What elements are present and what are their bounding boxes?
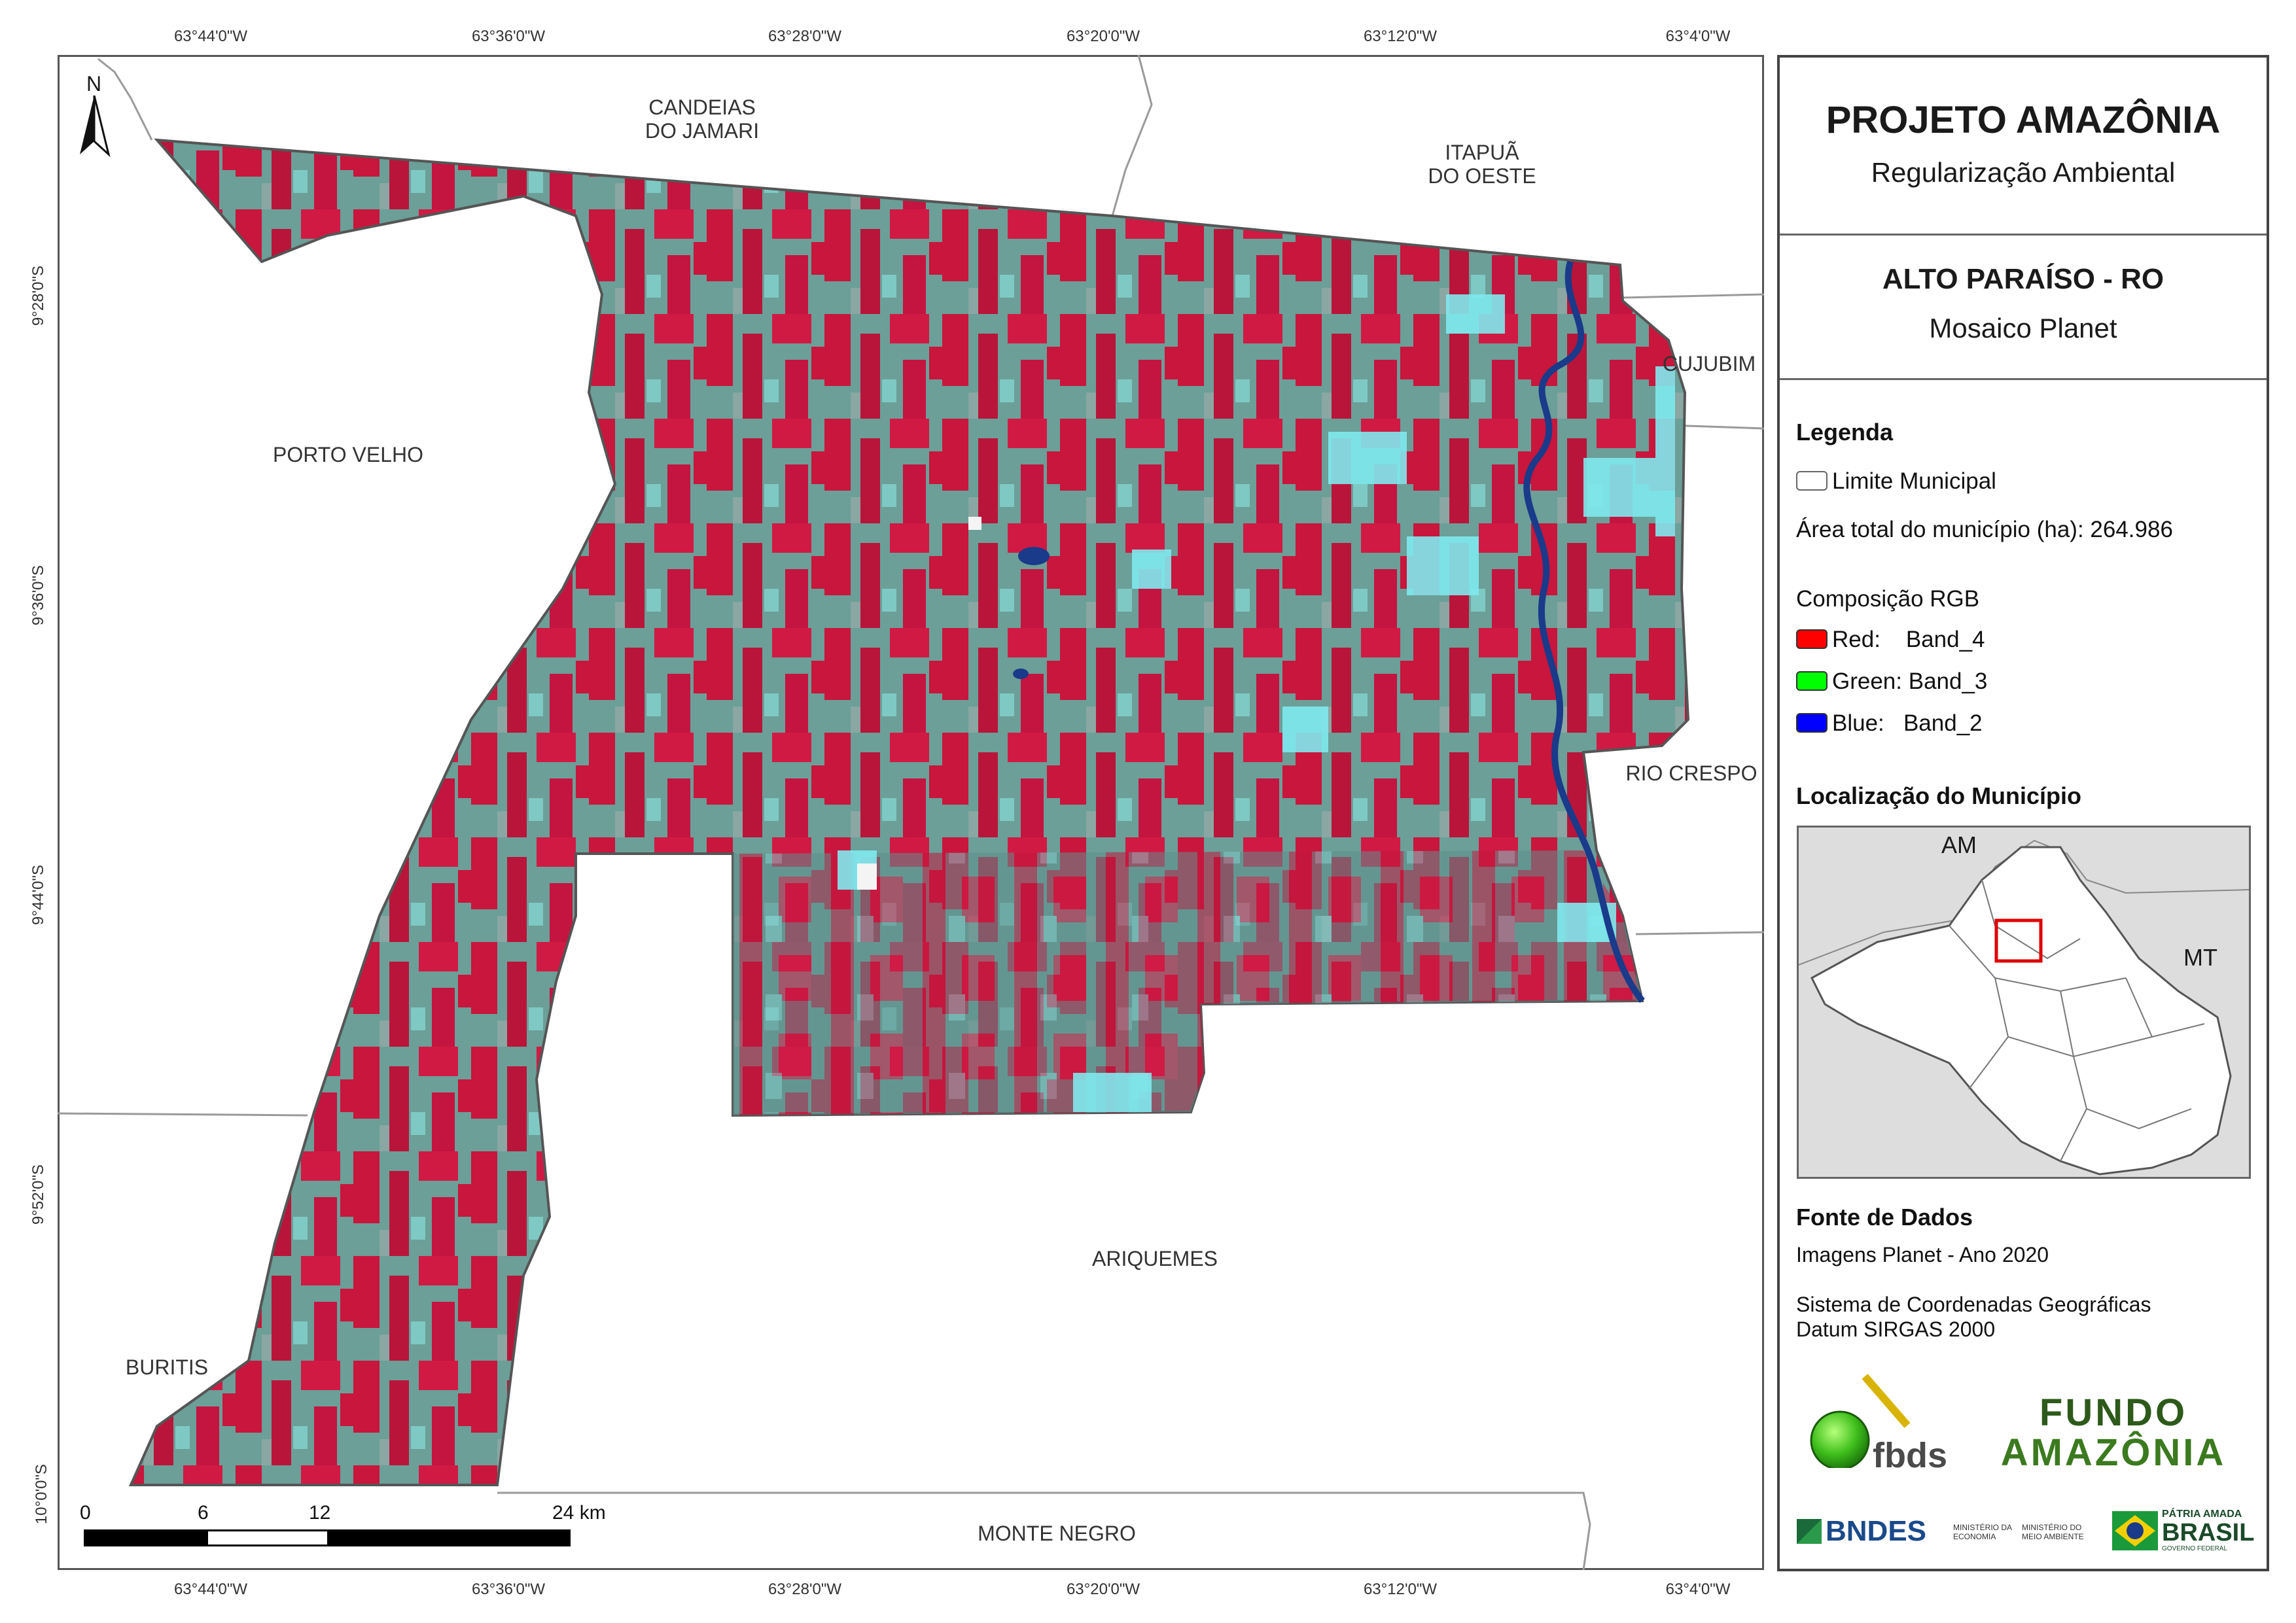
- limit-swatch: [1796, 471, 1828, 491]
- source-1: Imagens Planet - Ano 2020: [1796, 1243, 2049, 1266]
- municipality-mosaic: [128, 138, 1690, 1486]
- label-itapua: ITAPUÃ DO OESTE: [1428, 141, 1536, 188]
- coord-left-4: 9°52'0"S: [29, 1164, 47, 1225]
- rgb-red: Red: Band_4: [1832, 627, 1985, 652]
- label-porto-velho: PORTO VELHO: [273, 443, 423, 466]
- scale-label-6: 6: [198, 1502, 209, 1524]
- coord-top-6: 63°4'0"W: [1665, 27, 1731, 45]
- bndes-logo: BNDES: [1797, 1515, 1926, 1548]
- red-swatch: [1796, 629, 1828, 649]
- project-subtitle: Regularização Ambiental: [1871, 157, 2176, 188]
- north-arrow-icon: [80, 96, 111, 158]
- label-candeias: CANDEIAS DO JAMARI: [645, 96, 760, 143]
- side-panel: [1777, 55, 2269, 1571]
- coord-top-2: 63°36'0"W: [471, 27, 546, 45]
- rgb-title: Composição RGB: [1796, 586, 1980, 612]
- fundo-amazonia-logo: FUNDO AMAZÔNIA: [1976, 1393, 2251, 1478]
- bright-patches: [857, 517, 981, 890]
- river: [1523, 260, 1645, 1003]
- ministry-meio-ambiente: MINISTÉRIO DO MEIO AMBIENTE: [2022, 1523, 2084, 1541]
- ministry-economia: MINISTÉRIO DA ECONOMIA: [1953, 1523, 2012, 1541]
- coord-bottom-1: 63°44'0"W: [173, 1580, 248, 1598]
- blue-swatch: [1796, 713, 1828, 733]
- coord-bottom-4: 63°20'0"W: [1066, 1580, 1140, 1598]
- lakes: [1013, 547, 1050, 679]
- label-rio-crespo: RIO CRESPO: [1625, 761, 1757, 785]
- location-marker: [1994, 918, 2043, 963]
- legend-limit: Limite Municipal: [1832, 468, 1996, 494]
- scale-label-24: 24 km: [552, 1502, 606, 1524]
- fbds-logo: fbds: [1799, 1370, 1956, 1475]
- coord-top-4: 63°20'0"W: [1066, 27, 1140, 45]
- patria-amada-text: PÁTRIA AMADA: [2162, 1509, 2242, 1520]
- coord-top-3: 63°28'0"W: [768, 27, 842, 45]
- north-label: N: [86, 72, 102, 96]
- location-title: Localização do Município: [1796, 782, 2082, 809]
- label-buritis: BURITIS: [125, 1355, 209, 1379]
- label-cujubim: CUJUBIM: [1662, 352, 1756, 375]
- coord-top-1: 63°44'0"W: [173, 27, 248, 45]
- source-2: Sistema de Coordenadas Geográficas: [1796, 1293, 2151, 1316]
- coord-left-3: 9°44'0"S: [29, 864, 47, 926]
- fbds-text: fbds: [1873, 1436, 1947, 1475]
- north-arrow: N: [75, 72, 114, 158]
- legend-area: Área total do município (ha): 264.986: [1796, 517, 2173, 542]
- location-inset: AM MT: [1797, 826, 2251, 1179]
- legend-title: Legenda: [1796, 419, 1894, 445]
- coord-left-1: 9°28'0"S: [29, 265, 47, 326]
- panel-divider: [1780, 234, 2267, 236]
- inset-label-am: AM: [1941, 831, 1977, 858]
- bndes-text: BNDES: [1826, 1515, 1927, 1547]
- label-ariquemes: ARIQUEMES: [1091, 1247, 1218, 1270]
- coord-bottom-6: 63°4'0"W: [1665, 1580, 1731, 1598]
- municipality-title: ALTO PARAÍSO - RO: [1882, 263, 2164, 295]
- sources-title: Fonte de Dados: [1796, 1204, 1973, 1230]
- coord-top-5: 63°12'0"W: [1363, 27, 1438, 45]
- scale-label-0: 0: [80, 1502, 91, 1524]
- brasil-flag-icon: [2112, 1511, 2158, 1550]
- bndes-icon: [1797, 1519, 1822, 1544]
- fundo-text: FUNDO: [2039, 1391, 2188, 1434]
- coord-bottom-5: 63°12'0"W: [1363, 1580, 1438, 1598]
- scale-bar: 0 6 12 24 km: [80, 1502, 606, 1554]
- panel-divider: [1780, 378, 2267, 380]
- coord-bottom-3: 63°28'0"W: [768, 1580, 842, 1598]
- coord-left-5: 10°0'0"S: [33, 1463, 50, 1525]
- scale-label-12: 12: [309, 1502, 331, 1524]
- inset-label-mt: MT: [2183, 944, 2217, 971]
- mosaic-subtitle: Mosaico Planet: [1929, 313, 2117, 343]
- source-3: Datum SIRGAS 2000: [1796, 1318, 1996, 1341]
- green-swatch: [1796, 671, 1828, 691]
- project-title: PROJETO AMAZÔNIA: [1826, 99, 2221, 141]
- municipal-boundaries: [57, 54, 1765, 1571]
- rondonia-outline: [1799, 839, 2249, 1176]
- coord-bottom-2: 63°36'0"W: [471, 1580, 546, 1598]
- brasil-logo: PÁTRIA AMADA BRASIL GOVERNO FEDERAL: [2112, 1509, 2254, 1553]
- brasil-text: BRASIL: [2162, 1519, 2255, 1546]
- coord-left-2: 9°36'0"S: [29, 565, 47, 626]
- governo-federal-text: GOVERNO FEDERAL: [2162, 1545, 2228, 1552]
- rgb-green: Green: Band_3: [1832, 669, 1988, 694]
- scale-bar-track: [84, 1529, 571, 1546]
- amazonia-text: AMAZÔNIA: [2000, 1431, 2227, 1474]
- mosaic-texture: [733, 850, 1642, 1115]
- label-monte-negro: MONTE NEGRO: [978, 1522, 1136, 1545]
- rgb-blue: Blue: Band_2: [1832, 710, 1983, 736]
